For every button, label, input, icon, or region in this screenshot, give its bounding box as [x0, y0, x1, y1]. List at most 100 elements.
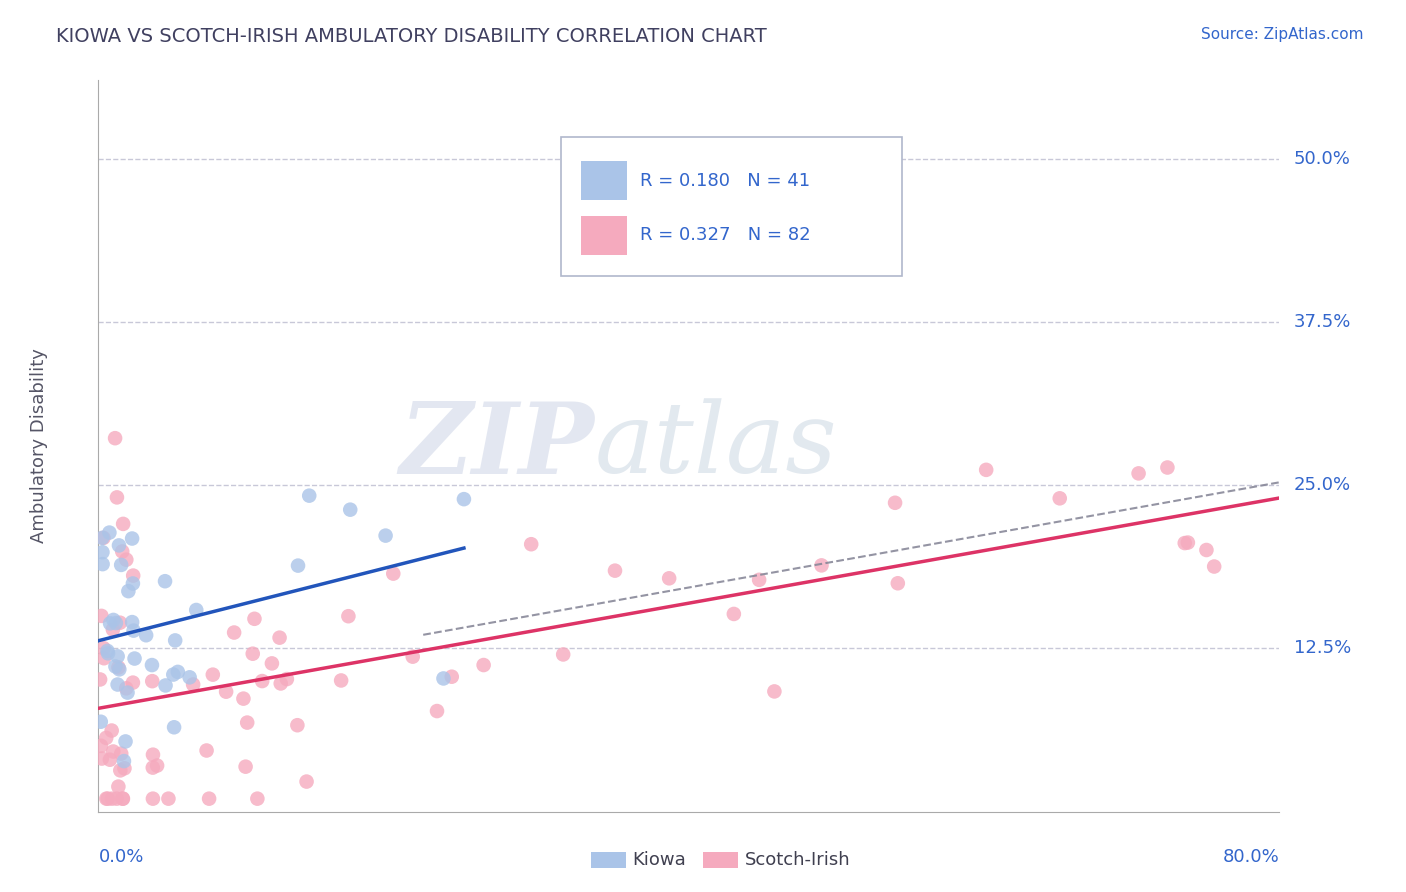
Point: [114, 761, 136, 775]
Point: [101, 791, 124, 805]
Point: [115, 552, 138, 566]
Point: [232, 691, 254, 706]
Point: [96, 791, 118, 805]
Point: [104, 615, 127, 630]
Point: [103, 744, 125, 758]
Point: [110, 558, 132, 572]
Point: [110, 764, 132, 778]
Point: [1128, 467, 1150, 481]
Point: [165, 633, 187, 648]
Point: [142, 791, 165, 805]
Point: [93, 531, 115, 545]
Point: [108, 538, 131, 552]
Point: [100, 723, 122, 738]
Point: [101, 623, 124, 637]
Point: [155, 678, 177, 692]
Point: [295, 774, 318, 789]
Point: [91, 531, 114, 545]
Point: [603, 564, 626, 578]
Point: [107, 649, 129, 664]
Point: [166, 665, 188, 679]
Point: [432, 672, 454, 686]
Point: [141, 658, 163, 673]
Point: [276, 672, 298, 686]
Point: [104, 659, 127, 673]
Text: atlas: atlas: [595, 399, 837, 493]
Point: [298, 489, 321, 503]
Point: [330, 673, 353, 688]
Point: [382, 566, 405, 581]
Point: [810, 558, 832, 573]
Point: [110, 747, 132, 761]
Text: Scotch-Irish: Scotch-Irish: [745, 851, 851, 869]
Point: [142, 761, 165, 775]
Point: [96, 731, 118, 745]
Point: [224, 625, 246, 640]
Point: [141, 674, 163, 689]
Point: [198, 791, 221, 805]
Point: [215, 684, 238, 698]
Point: [181, 677, 204, 691]
Point: [195, 743, 218, 757]
Point: [723, 607, 745, 621]
Point: [472, 658, 495, 673]
Point: [90, 608, 112, 623]
Point: [107, 780, 129, 794]
Text: 0.0%: 0.0%: [98, 848, 143, 866]
Point: [105, 791, 128, 805]
Point: [235, 759, 257, 773]
Point: [146, 758, 169, 772]
Point: [96, 644, 118, 658]
Point: [117, 685, 139, 699]
Point: [121, 615, 143, 629]
Point: [246, 791, 269, 805]
Point: [93, 641, 115, 656]
Point: [887, 576, 910, 591]
Point: [93, 651, 115, 665]
Point: [748, 573, 770, 587]
Text: ZIP: ZIP: [399, 398, 595, 494]
Point: [287, 558, 309, 573]
Point: [90, 739, 112, 753]
Text: Kiowa: Kiowa: [633, 851, 686, 869]
Point: [103, 613, 125, 627]
Point: [374, 528, 396, 542]
Point: [135, 628, 157, 642]
Point: [1195, 543, 1218, 558]
Point: [179, 670, 201, 684]
Point: [1177, 535, 1199, 549]
Text: 80.0%: 80.0%: [1223, 848, 1279, 866]
Point: [97, 646, 120, 660]
Point: [1204, 559, 1226, 574]
Point: [1156, 460, 1178, 475]
Point: [124, 651, 146, 665]
Point: [107, 677, 129, 691]
Point: [98, 616, 121, 631]
Point: [105, 491, 128, 505]
Point: [153, 574, 176, 589]
Point: [250, 674, 273, 689]
Point: [453, 492, 475, 507]
Point: [269, 631, 291, 645]
Point: [553, 648, 575, 662]
Point: [142, 747, 165, 762]
Text: Source: ZipAtlas.com: Source: ZipAtlas.com: [1201, 27, 1364, 42]
Point: [114, 734, 136, 748]
Point: [884, 496, 907, 510]
Point: [111, 791, 134, 805]
Point: [121, 532, 143, 546]
Point: [520, 537, 543, 551]
Point: [91, 557, 114, 571]
Point: [1174, 536, 1197, 550]
Text: 25.0%: 25.0%: [1294, 476, 1351, 494]
Point: [104, 431, 127, 445]
Point: [122, 568, 145, 582]
Point: [115, 681, 138, 696]
Text: R = 0.327   N = 82: R = 0.327 N = 82: [640, 227, 811, 244]
Point: [112, 516, 135, 531]
Point: [90, 751, 112, 765]
Text: 12.5%: 12.5%: [1294, 640, 1351, 657]
Point: [426, 704, 449, 718]
Point: [97, 791, 120, 805]
Point: [163, 720, 186, 734]
